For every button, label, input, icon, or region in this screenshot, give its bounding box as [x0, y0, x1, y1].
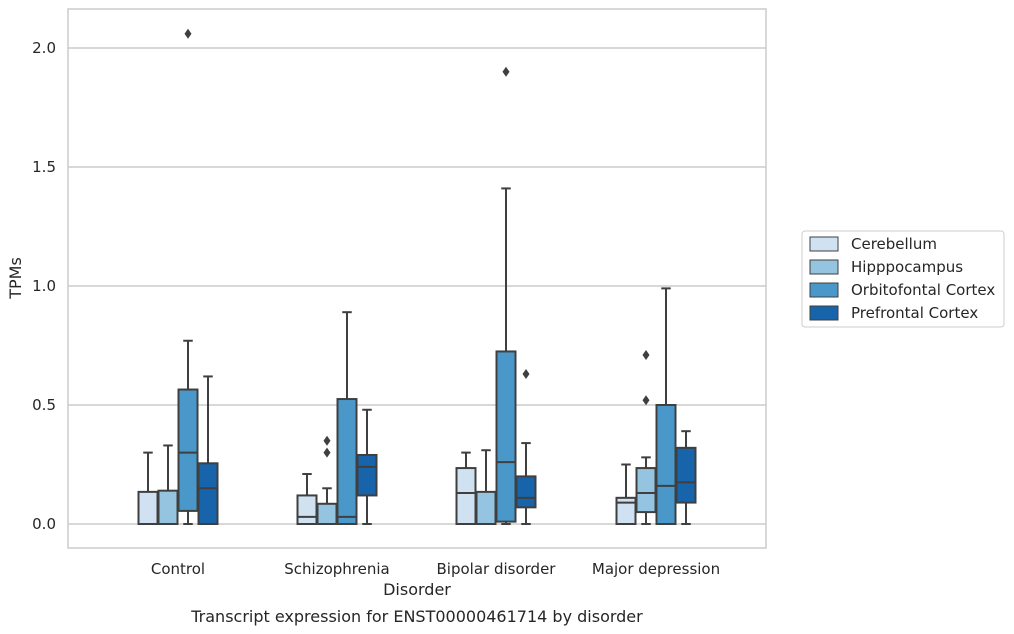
- legend-entry-label: Hipppocampus: [851, 258, 963, 276]
- box-orbitofontal-cortex: [655, 287, 677, 525]
- x-tick-label: Bipolar disorder: [437, 560, 557, 578]
- box-orbitofontal-cortex: [495, 66, 517, 525]
- x-tick-label: Control: [151, 560, 205, 578]
- chart-caption: Transcript expression for ENST0000046171…: [190, 607, 643, 626]
- box-iqr: [675, 446, 697, 504]
- y-axis-label: TPMs: [6, 257, 25, 300]
- box-iqr: [296, 494, 318, 526]
- box-iqr: [197, 462, 219, 525]
- y-tick-label: 1.5: [32, 158, 56, 176]
- legend-frame: [801, 230, 1005, 328]
- x-axis-label: Disorder: [383, 580, 451, 599]
- box-iqr: [455, 467, 477, 526]
- y-tick-label: 2.0: [32, 39, 56, 57]
- box-iqr: [515, 475, 537, 509]
- box-prefrontal-cortex: [515, 369, 537, 525]
- outlier-point: [502, 66, 510, 77]
- legend-swatch: [809, 236, 839, 252]
- x-tick-label: Major depression: [592, 560, 720, 578]
- legend: Cerebellum Hipppocampus Orbitofontal Corte…: [801, 230, 1005, 328]
- x-tick-label: Schizophrenia: [284, 560, 389, 578]
- box-prefrontal-cortex: [675, 430, 697, 525]
- box-hipppocampus: [635, 350, 657, 525]
- outlier-point: [642, 350, 650, 361]
- box-orbitofontal-cortex: [336, 311, 358, 525]
- box-iqr: [316, 502, 338, 525]
- outlier-point: [323, 435, 331, 446]
- box-iqr: [157, 489, 179, 525]
- box-iqr: [475, 490, 497, 525]
- box-iqr: [137, 490, 159, 525]
- y-tick-labels: 0.0 0.5 1.0 1.5 2.0: [32, 39, 56, 533]
- box-cerebellum: [615, 463, 637, 526]
- legend-swatch: [809, 259, 839, 275]
- legend-swatch: [809, 282, 839, 298]
- y-tick-label: 0.0: [32, 515, 56, 533]
- box-iqr: [495, 350, 517, 523]
- box-orbitofontal-cortex: [177, 28, 199, 525]
- box-prefrontal-cortex: [356, 408, 378, 525]
- box-iqr: [177, 388, 199, 512]
- box-iqr: [356, 453, 378, 497]
- legend-swatch: [809, 305, 839, 321]
- outlier-point: [184, 28, 192, 39]
- legend-entry-label: Cerebellum: [851, 235, 937, 253]
- box-iqr: [635, 467, 657, 514]
- boxes-layer: [137, 28, 697, 526]
- legend-entry-label: Prefrontal Cortex: [851, 304, 978, 322]
- outlier-point: [323, 447, 331, 458]
- box-iqr: [336, 398, 358, 525]
- outlier-point: [642, 395, 650, 406]
- y-tick-label: 0.5: [32, 396, 56, 414]
- y-tick-label: 1.0: [32, 277, 56, 295]
- box-iqr: [655, 404, 677, 525]
- box-hipppocampus: [157, 444, 179, 525]
- legend-entry-label: Orbitofontal Cortex: [851, 281, 995, 299]
- box-cerebellum: [137, 451, 159, 525]
- box-cerebellum: [455, 451, 477, 526]
- outlier-point: [522, 369, 530, 380]
- x-tick-labels: Control Schizophrenia Bipolar disorder Majo…: [151, 560, 720, 578]
- box-prefrontal-cortex: [197, 375, 219, 525]
- plot-area-frame: [67, 8, 767, 549]
